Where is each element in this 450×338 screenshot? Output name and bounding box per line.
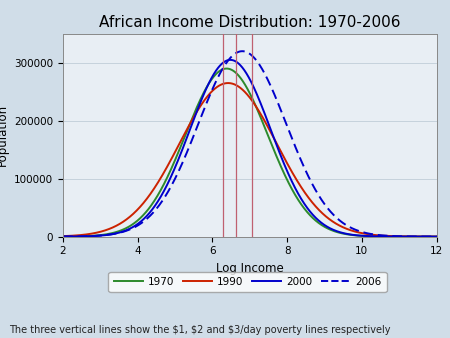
2000 — [232, 59, 238, 63]
1970 — [224, 67, 230, 71]
2006 — [60, 235, 66, 239]
2006 — [240, 49, 245, 53]
2006 — [423, 235, 428, 239]
Line: 2000: 2000 — [63, 60, 436, 237]
2006 — [242, 49, 248, 53]
1970 — [232, 70, 238, 74]
1970 — [423, 235, 428, 239]
2000 — [423, 235, 428, 239]
2006 — [79, 234, 85, 238]
Line: 2006: 2006 — [63, 51, 436, 237]
1970 — [242, 82, 248, 86]
2000 — [228, 58, 233, 62]
1990 — [423, 235, 428, 239]
Y-axis label: Population: Population — [0, 104, 9, 166]
2006 — [232, 52, 238, 56]
2000 — [434, 235, 439, 239]
2000 — [242, 69, 248, 73]
1990 — [434, 235, 439, 239]
1990 — [225, 81, 231, 85]
1970 — [355, 234, 360, 238]
1970 — [60, 235, 66, 239]
2006 — [423, 235, 428, 239]
1970 — [434, 235, 439, 239]
2000 — [423, 235, 428, 239]
2000 — [79, 234, 85, 238]
2006 — [355, 228, 360, 233]
1970 — [423, 235, 428, 239]
Legend: 1970, 1990, 2000, 2006: 1970, 1990, 2000, 2006 — [108, 272, 387, 292]
Line: 1990: 1990 — [63, 83, 436, 237]
2000 — [60, 235, 66, 239]
1990 — [79, 233, 85, 237]
1990 — [60, 234, 66, 238]
Title: African Income Distribution: 1970-2006: African Income Distribution: 1970-2006 — [99, 15, 400, 30]
X-axis label: Log Income: Log Income — [216, 262, 284, 275]
Text: The three vertical lines show the $1, $2 and $3/day poverty lines respectively: The three vertical lines show the $1, $2… — [9, 324, 391, 335]
2006 — [434, 235, 439, 239]
1990 — [423, 235, 428, 239]
1990 — [355, 230, 360, 234]
1970 — [79, 234, 85, 238]
Line: 1970: 1970 — [63, 69, 436, 237]
1990 — [242, 90, 248, 94]
2000 — [355, 233, 360, 237]
1990 — [232, 82, 238, 87]
